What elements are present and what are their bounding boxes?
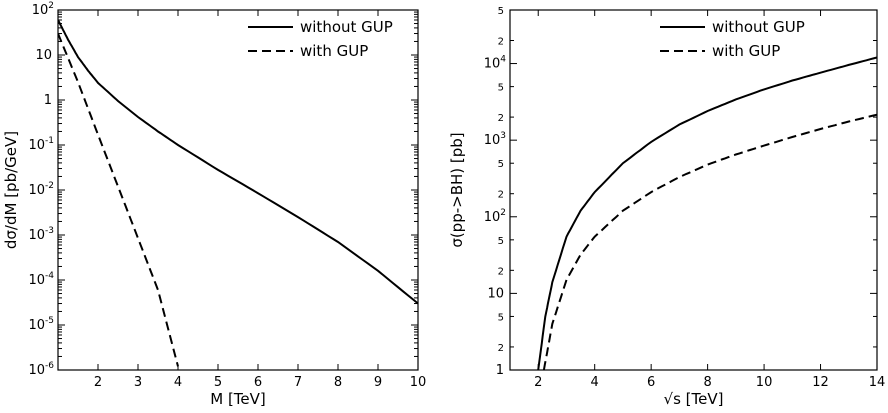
y-tick-base: 2 [498, 266, 504, 277]
series-line-without-gup [537, 56, 877, 370]
x-axis-title: √s [TeV] [664, 390, 724, 408]
y-tick-label: 5 [498, 159, 504, 170]
y-tick-label: 2 [498, 266, 504, 277]
chart-panel-left: 2 3 4 5 6 7 8 9 1010-610-510-410-310-210-1110102… [2, 1, 426, 408]
x-tick-label: 4 [174, 375, 182, 390]
x-tick-label: 4 [591, 375, 599, 390]
y-tick-base: 5 [498, 6, 504, 17]
legend-label: with GUP [300, 42, 368, 60]
y-tick-base: 10 [484, 210, 501, 225]
y-tick-exponent: -6 [45, 361, 54, 371]
y-tick-exponent: -4 [45, 271, 54, 281]
y-tick-label: 2 [498, 190, 504, 201]
y-tick-base: 10 [32, 3, 49, 18]
y-tick-label: 1 [496, 363, 504, 378]
y-tick-base: 10 [28, 183, 45, 198]
y-tick-exponent: 2 [48, 1, 54, 11]
series-line-without-gup [58, 19, 418, 305]
y-tick-base: 10 [28, 228, 45, 243]
legend-label: with GUP [712, 42, 780, 60]
x-tick-label: 10 [756, 375, 773, 390]
y-tick-label: 104 [484, 55, 507, 72]
y-tick-label: 10-6 [28, 361, 54, 378]
plot-frame [509, 9, 878, 371]
y-tick-base: 10 [28, 318, 45, 333]
y-tick-base: 5 [498, 159, 504, 170]
y-tick-label: 2 [498, 36, 504, 47]
x-tick-label: 14 [869, 375, 886, 390]
x-tick-label: 2 [94, 375, 102, 390]
y-tick-label: 102 [484, 208, 506, 225]
y-tick-label: 5 [498, 83, 504, 94]
y-tick-exponent: 4 [500, 55, 506, 65]
x-tick-label: 8 [703, 375, 711, 390]
y-tick-exponent: -5 [45, 316, 54, 326]
y-tick-label: 5 [498, 312, 504, 323]
series-line-with-gup [542, 113, 877, 370]
legend-label: without GUP [300, 18, 393, 36]
plot-frame [57, 9, 419, 371]
y-tick-label: 2 [498, 343, 504, 354]
legend-label: without GUP [712, 18, 805, 36]
y-tick-label: 10-5 [28, 316, 54, 333]
x-tick-label: 7 [294, 375, 302, 390]
y-tick-exponent: 3 [500, 131, 506, 141]
series-line-with-gup [58, 33, 179, 367]
y-tick-exponent: -2 [45, 181, 54, 191]
y-tick-base: 5 [498, 236, 504, 247]
y-tick-base: 2 [498, 36, 504, 47]
x-tick-label: 10 [410, 375, 427, 390]
y-tick-label: 10 [35, 48, 52, 63]
x-tick-label: 9 [374, 375, 382, 390]
y-tick-label: 10 [487, 286, 504, 301]
x-tick-label: 12 [812, 375, 829, 390]
y-tick-base: 5 [498, 83, 504, 94]
x-axis-title: M [TeV] [210, 390, 266, 408]
y-tick-base: 5 [498, 312, 504, 323]
y-axis-title: σ(pp->BH) [pb] [448, 132, 466, 247]
x-tick-label: 6 [647, 375, 655, 390]
y-tick-base: 10 [28, 138, 45, 153]
y-tick-label: 102 [32, 1, 54, 18]
y-tick-base: 10 [28, 363, 45, 378]
y-tick-exponent: -3 [45, 226, 54, 236]
y-tick-label: 10-4 [28, 271, 54, 288]
y-tick-base: 2 [498, 343, 504, 354]
x-tick-label: 3 [134, 375, 142, 390]
y-tick-label: 103 [484, 131, 506, 148]
x-tick-label: 2 [534, 375, 542, 390]
y-tick-base: 10 [487, 286, 504, 301]
x-tick-label: 5 [214, 375, 222, 390]
y-tick-label: 10-3 [28, 226, 54, 243]
y-tick-label: 5 [498, 6, 504, 17]
y-axis-title: dσ/dM [pb/GeV] [2, 131, 20, 249]
x-tick-label: 8 [334, 375, 342, 390]
y-tick-label: 2 [498, 113, 504, 124]
y-tick-base: 1 [44, 93, 52, 108]
y-tick-base: 10 [28, 273, 45, 288]
y-tick-label: 1 [44, 93, 52, 108]
y-tick-label: 5 [498, 236, 504, 247]
y-tick-base: 10 [484, 133, 501, 148]
y-tick-label: 10-2 [28, 181, 54, 198]
x-tick-label: 6 [254, 375, 262, 390]
y-tick-base: 10 [484, 57, 501, 72]
y-tick-base: 2 [498, 190, 504, 201]
y-tick-exponent: 2 [500, 208, 506, 218]
y-tick-base: 2 [498, 113, 504, 124]
y-tick-base: 10 [35, 48, 52, 63]
y-tick-base: 1 [496, 363, 504, 378]
y-tick-label: 10-1 [28, 136, 54, 153]
y-tick-exponent: -1 [45, 136, 54, 146]
